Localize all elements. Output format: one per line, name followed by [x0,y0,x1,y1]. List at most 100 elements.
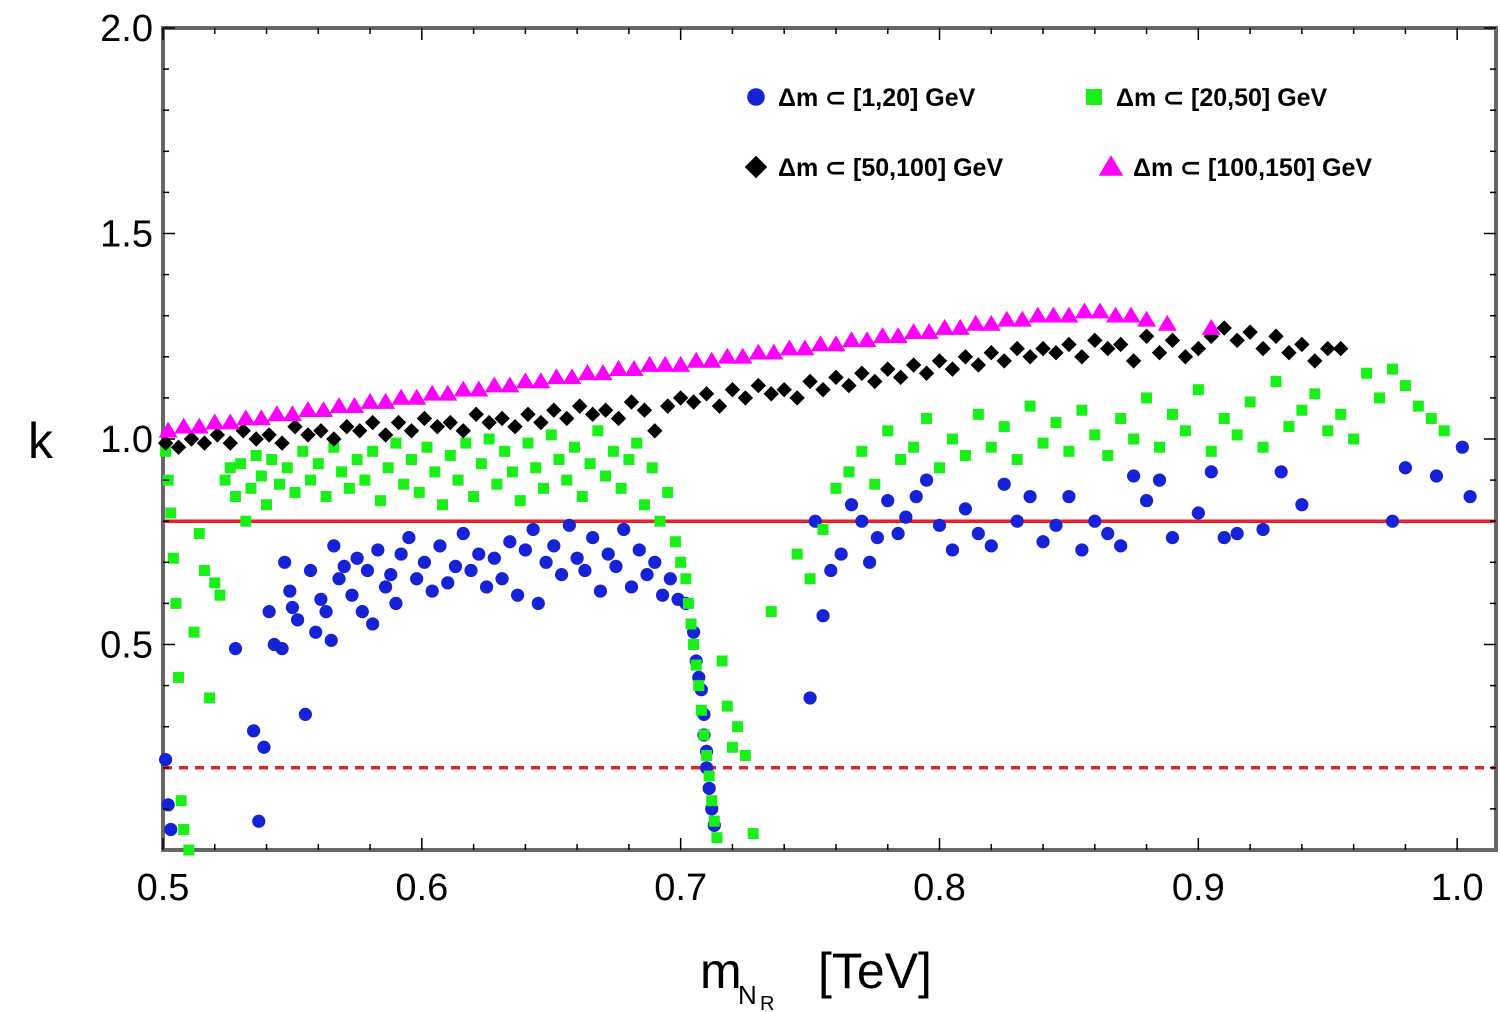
data-point [561,474,573,486]
data-point [391,388,411,405]
data-point [717,347,737,364]
data-point [1216,320,1232,336]
data-point [804,573,816,585]
data-point [1127,469,1141,483]
data-point [873,327,893,344]
data-point [1429,469,1444,483]
data-point [578,563,592,578]
data-point [533,414,549,431]
data-point [1205,445,1217,457]
data-point [1204,465,1218,479]
data-point [593,584,608,598]
data-point [266,454,278,466]
data-point [646,462,658,474]
data-point [175,795,187,807]
data-point [514,495,526,507]
data-point [1048,344,1064,361]
data-point [545,429,557,441]
data-point [739,749,751,761]
data-point [273,478,285,490]
data-point [716,655,728,667]
data-point [526,522,540,537]
data-point [1009,340,1025,357]
data-point [1062,489,1076,504]
data-point [779,339,799,356]
x-tick-label: 0.7 [654,867,707,909]
data-point [655,588,670,602]
data-point [165,507,177,519]
data-point [1088,514,1102,528]
data-point [660,398,676,414]
y-tick-label: 2.0 [100,8,153,50]
data-point [869,478,881,490]
data-point [438,384,458,401]
series-20-50-legend-item: Δm ⊂ [20,50] GeV [1086,84,1328,112]
data-point [1190,340,1207,357]
legend-label: Δm ⊂ [100,150] GeV [1133,154,1372,182]
legend-label: Δm ⊂ [1,20] GeV [778,84,976,112]
data-point [158,752,173,767]
data-point [506,466,518,478]
data-point [429,466,441,478]
data-point [1154,441,1166,453]
data-point [495,572,509,586]
data-point [252,814,266,828]
data-point [724,381,741,398]
data-point [996,353,1012,369]
data-point [351,454,363,466]
data-point [844,498,859,512]
data-point [282,405,302,422]
data-point [1141,392,1153,404]
data-point [344,397,365,413]
data-point [1191,506,1205,520]
data-point [367,445,379,457]
data-point [559,410,575,427]
data-point [198,565,210,577]
data-point [1101,526,1115,541]
data-point [880,361,896,377]
data-point [422,384,442,401]
data-point [350,551,364,565]
data-point [499,445,511,457]
data-point [592,425,604,437]
data-point [196,435,213,451]
data-point [1050,417,1062,429]
data-point [1294,336,1310,353]
data-point [464,563,478,578]
data-point [791,548,803,560]
reference-lines [163,519,1496,770]
legend-label: Δm ⊂ [20,50] GeV [1116,84,1328,112]
data-point [1049,518,1063,532]
series-50-100-points [157,320,1349,455]
circle-marker-icon [747,88,765,106]
data-point [189,417,209,434]
data-point [732,721,744,733]
data-point [607,445,619,457]
data-point [570,551,584,565]
data-point [402,531,416,545]
data-point [1201,318,1221,335]
data-point [515,372,535,389]
data-point [950,318,970,335]
data-point [1374,392,1386,404]
data-point [1105,306,1126,323]
data-point [530,462,542,474]
data-point [1165,531,1180,545]
data-point [802,373,818,390]
data-point [314,592,328,606]
data-point [1348,433,1360,445]
data-point [997,477,1011,491]
data-point [957,349,974,365]
data-point [698,386,715,402]
data-point [437,499,449,511]
data-point [1137,310,1157,327]
data-point [624,360,644,376]
data-point [586,531,600,545]
data-point [209,427,226,443]
data-point [624,580,639,594]
data-point [640,568,654,582]
data-point [229,491,241,503]
data-point [421,441,433,453]
data-point [1022,349,1038,365]
data-point [958,502,972,516]
